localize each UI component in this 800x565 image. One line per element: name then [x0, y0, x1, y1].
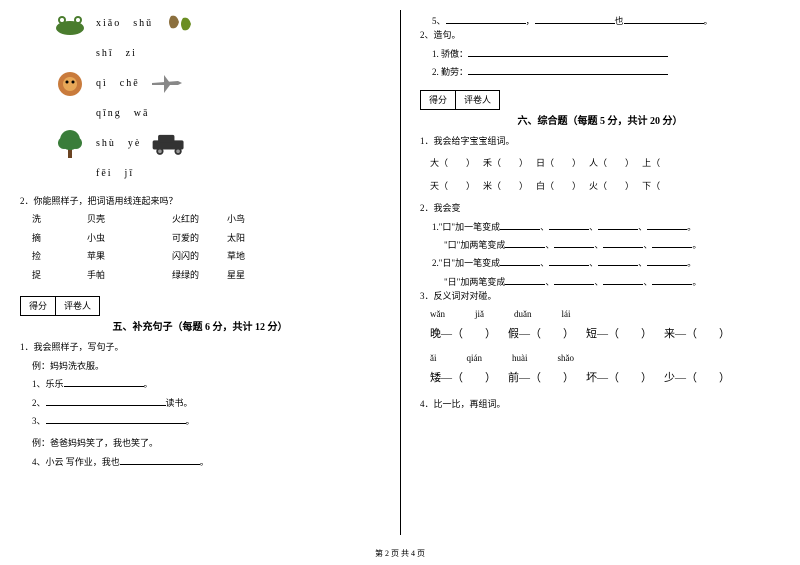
char-row: 天（ ）米（ ）白（ ）火（ ）下（ [430, 179, 780, 193]
match-row: 捉手帕绿绿的星星 [32, 268, 380, 282]
example: 例：爸爸妈妈笑了，我也笑了。 [32, 436, 380, 450]
antonym-char: 矮—（ ）前—（ ）坏—（ ）少—（ ） [430, 370, 780, 388]
section-6-title: 六、综合题（每题 5 分，共计 20 分） [420, 114, 780, 130]
fill-item: 3、。 [32, 414, 380, 428]
transform-item: 2."日"加一笔变成、、、。 [432, 256, 780, 270]
q3-title: 3．反义词对对碰。 [420, 289, 780, 303]
q2-title: 2、造句。 [420, 28, 780, 42]
sentence-item: 1. 骄傲： [432, 47, 780, 61]
pinyin-text: shī zi [96, 46, 137, 62]
pinyin-row: qì chē [50, 70, 380, 98]
pinyin-row: xiǎo shǔ [50, 10, 380, 38]
fill-item: 4、小云 写作业，我也。 [32, 455, 380, 469]
q1-title: 1．我会照样子，写句子。 [20, 340, 380, 354]
grader-label: 评卷人 [456, 91, 499, 109]
match-row: 洗贝壳火红的小鸟 [32, 212, 380, 226]
pinyin-row: fēi jī [50, 160, 380, 188]
lion-icon [50, 70, 90, 98]
pinyin-block: xiǎo shǔ shī zi qì chē qīng w [50, 10, 380, 188]
antonym-pinyin: wǎnjiǎduǎnlái [430, 307, 780, 321]
example: 例：妈妈洗衣服。 [32, 359, 380, 373]
pinyin-text: xiǎo shǔ [96, 16, 153, 32]
antonym-char: 晚—（ ）假—（ ）短—（ ）来—（ ） [430, 326, 780, 344]
transform-item: "口"加两笔变成、、、。 [444, 238, 780, 252]
right-column: 5、，也。 2、造句。 1. 骄傲： 2. 勤劳： 得分 评卷人 六、综合题（每… [400, 0, 800, 540]
grader-label: 评卷人 [56, 297, 99, 315]
pinyin-text: qīng wā [96, 106, 149, 122]
score-label: 得分 [421, 91, 456, 109]
tree-icon [50, 130, 90, 158]
fill-item: 2、读书。 [32, 396, 380, 410]
left-column: xiǎo shǔ shī zi qì chē qīng w [0, 0, 400, 540]
column-divider [400, 10, 401, 535]
transform-item: 1."口"加一笔变成、、、。 [432, 220, 780, 234]
car-icon [149, 131, 189, 157]
fill-item: 1、乐乐。 [32, 377, 380, 391]
page-footer: 第 2 页 共 4 页 [0, 548, 800, 559]
pinyin-row: qīng wā [50, 100, 380, 128]
frog-icon [50, 10, 90, 38]
q4-title: 4．比一比，再组词。 [420, 397, 780, 411]
leaves-icon [161, 11, 201, 37]
pinyin-row: shī zi [50, 40, 380, 68]
match-row: 捡苹果闪闪的草地 [32, 249, 380, 263]
score-label: 得分 [21, 297, 56, 315]
pinyin-text: fēi jī [96, 166, 134, 182]
match-row: 摘小虫可爱的太阳 [32, 231, 380, 245]
q2-title: 2．你能照样子，把词语用线连起来吗？ [20, 194, 380, 208]
q1-title: 1．我会给字宝宝组词。 [420, 134, 780, 148]
pinyin-text: shù yè [96, 136, 141, 152]
pinyin-row: shù yè [50, 130, 380, 158]
score-box: 得分 评卷人 [20, 296, 100, 316]
score-box: 得分 评卷人 [420, 90, 500, 110]
antonym-pinyin: ǎiqiánhuàishǎo [430, 351, 780, 365]
plane-icon [148, 71, 188, 97]
transform-item: "日"加两笔变成、、、。 [444, 275, 780, 289]
section-5-title: 五、补充句子（每题 6 分，共计 12 分） [20, 320, 380, 336]
pinyin-text: qì chē [96, 76, 140, 92]
fill-item: 5、，也。 [432, 14, 780, 28]
q2b-title: 2．我会变 [420, 201, 780, 215]
char-row: 大（ ）禾（ ）日（ ）人（ ）上（ [430, 156, 780, 170]
sentence-item: 2. 勤劳： [432, 65, 780, 79]
